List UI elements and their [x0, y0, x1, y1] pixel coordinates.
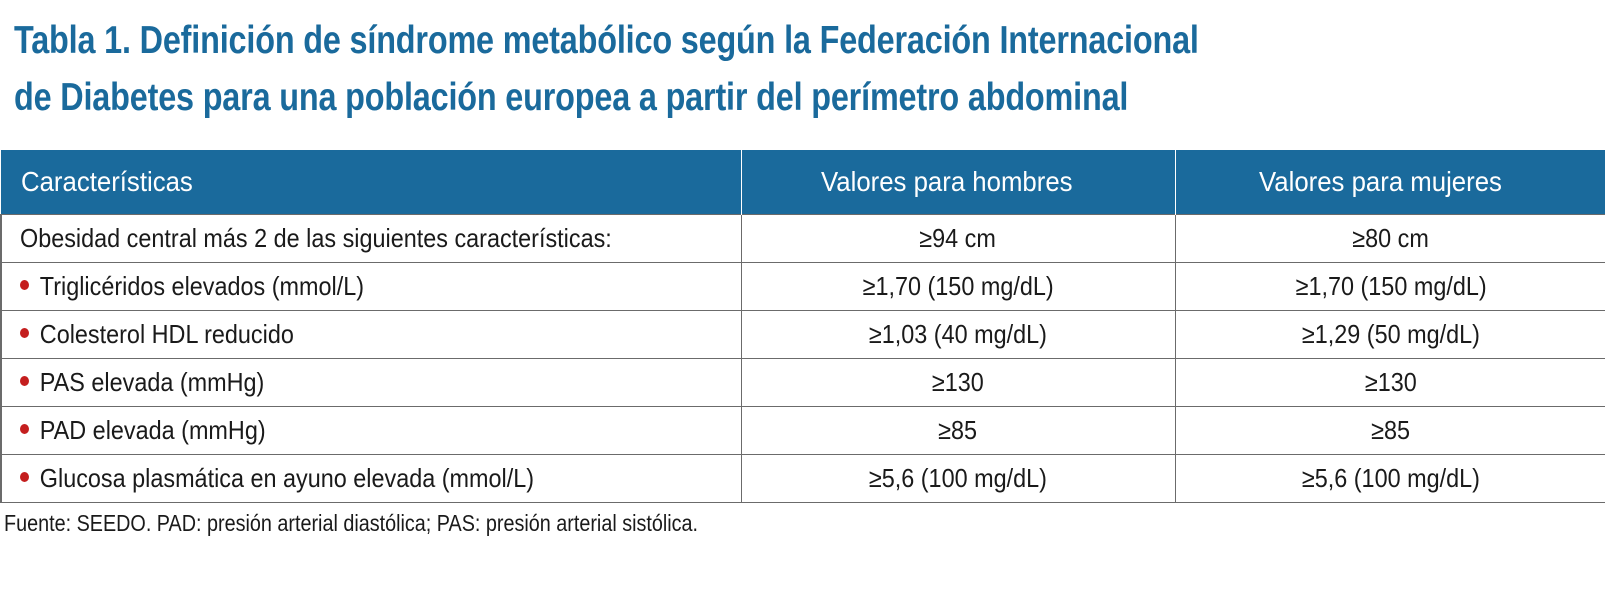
- row-women-value: ≥1,70 (150 mg/dL): [1174, 262, 1605, 311]
- table-row: Colesterol HDL reducido ≥1,03 (40 mg/dL)…: [0, 310, 1605, 359]
- table-row: PAS elevada (mmHg) ≥130 ≥130: [0, 358, 1605, 407]
- table-header-row: Características Valores para hombres Val…: [1, 150, 1605, 215]
- table-footnote: Fuente: SEEDO. PAD: presión arterial dia…: [4, 510, 699, 536]
- header-women-values: Valores para mujeres: [1174, 150, 1605, 215]
- table-row: Glucosa plasmática en ayuno elevada (mmo…: [0, 454, 1605, 503]
- row-women-value: ≥85: [1174, 406, 1605, 455]
- row-men-value: ≥5,6 (100 mg/dL): [740, 454, 1176, 503]
- row-men-value: ≥85: [740, 406, 1176, 455]
- bullet-icon: [20, 424, 29, 435]
- row-label: PAD elevada (mmHg): [0, 406, 742, 455]
- header-characteristics: Características: [1, 150, 742, 215]
- row-men-value: ≥94 cm: [740, 214, 1176, 263]
- row-men-value: ≥1,70 (150 mg/dL): [740, 262, 1176, 311]
- row-women-value: ≥5,6 (100 mg/dL): [1174, 454, 1605, 503]
- row-label: Glucosa plasmática en ayuno elevada (mmo…: [0, 454, 742, 503]
- row-men-value: ≥130: [740, 358, 1176, 407]
- header-men-values: Valores para hombres: [740, 150, 1176, 215]
- bullet-icon: [20, 376, 29, 387]
- row-women-value: ≥1,29 (50 mg/dL): [1174, 310, 1605, 359]
- table-row: Obesidad central más 2 de las siguientes…: [0, 214, 1605, 263]
- row-label: Triglicéridos elevados (mmol/L): [0, 262, 742, 311]
- table-title: Tabla 1. Definición de síndrome metabóli…: [14, 12, 1325, 126]
- row-women-value: ≥130: [1174, 358, 1605, 407]
- row-label: Colesterol HDL reducido: [0, 310, 742, 359]
- table-row: PAD elevada (mmHg) ≥85 ≥85: [0, 406, 1605, 455]
- row-men-value: ≥1,03 (40 mg/dL): [740, 310, 1176, 359]
- metabolic-syndrome-table: Características Valores para hombres Val…: [0, 150, 1605, 503]
- bullet-icon: [20, 280, 29, 291]
- title-line-2: de Diabetes para una población europea a…: [14, 76, 1129, 119]
- row-label: PAS elevada (mmHg): [0, 358, 742, 407]
- title-line-1: Tabla 1. Definición de síndrome metabóli…: [14, 19, 1199, 62]
- row-label: Obesidad central más 2 de las siguientes…: [0, 214, 742, 263]
- table-row: Triglicéridos elevados (mmol/L) ≥1,70 (1…: [0, 262, 1605, 311]
- bullet-icon: [20, 472, 29, 483]
- row-women-value: ≥80 cm: [1174, 214, 1605, 263]
- bullet-icon: [20, 328, 29, 339]
